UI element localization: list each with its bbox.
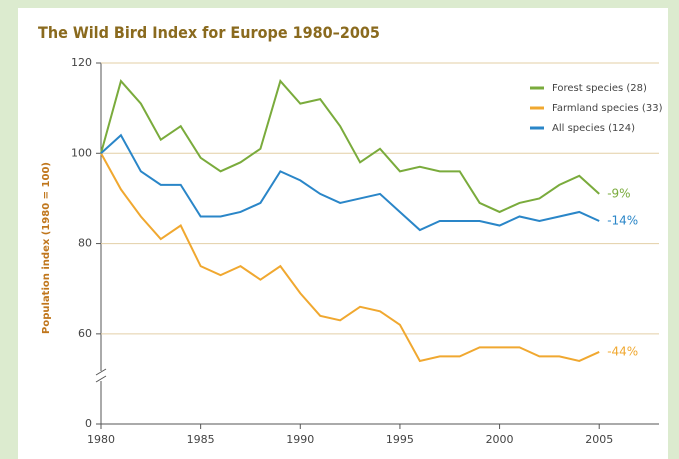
y-tick-label: 0 xyxy=(85,417,92,430)
x-tick-label: 2005 xyxy=(585,433,613,446)
x-tick-label: 1990 xyxy=(286,433,314,446)
line-series xyxy=(100,133,600,232)
legend-label: Farmland species (33) xyxy=(552,103,663,114)
axis-break xyxy=(95,368,107,383)
y-tick-label: 120 xyxy=(71,56,92,69)
line-series xyxy=(100,79,600,214)
chart-title: The Wild Bird Index for Europe 1980–2005 xyxy=(38,23,380,42)
end-label: -14% xyxy=(607,214,638,228)
panel xyxy=(18,8,668,459)
y-tick-label: 100 xyxy=(71,146,92,159)
x-tick-label: 1980 xyxy=(87,433,115,446)
y-tick-label: 60 xyxy=(78,327,92,340)
x-tick-label: 1985 xyxy=(187,433,215,446)
legend-label: All species (124) xyxy=(552,123,635,134)
legend-label: Forest species (28) xyxy=(552,83,647,94)
y-tick-label: 80 xyxy=(78,237,92,250)
end-label: -9% xyxy=(607,186,630,200)
line-series xyxy=(100,152,600,363)
y-axis-label: Population index (1980 = 100) xyxy=(41,162,52,334)
end-label: -44% xyxy=(607,344,638,358)
x-tick-label: 2000 xyxy=(486,433,514,446)
x-tick-label: 1995 xyxy=(386,433,414,446)
